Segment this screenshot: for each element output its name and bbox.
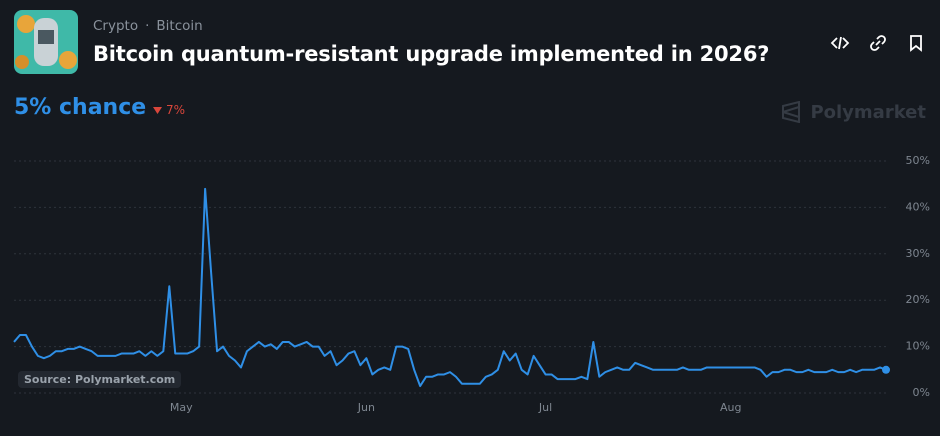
source-label: Source: Polymarket.com bbox=[18, 371, 182, 388]
toolbar bbox=[830, 33, 926, 53]
embed-button[interactable] bbox=[830, 33, 850, 53]
x-tick-label: May bbox=[170, 401, 193, 414]
brand: Polymarket bbox=[780, 101, 926, 123]
y-tick-label: 10% bbox=[906, 340, 930, 353]
change-value: 7% bbox=[166, 103, 186, 117]
category-link[interactable]: Bitcoin bbox=[138, 18, 203, 34]
y-tick-label: 50% bbox=[906, 154, 930, 167]
y-tick-label: 40% bbox=[906, 200, 930, 213]
link-button[interactable] bbox=[868, 33, 888, 53]
x-tick-label: Aug bbox=[720, 401, 741, 414]
breadcrumbs: CryptoBitcoin bbox=[93, 18, 203, 34]
brand-name: Polymarket bbox=[810, 101, 926, 123]
category-link[interactable]: Crypto bbox=[93, 18, 139, 34]
price-line bbox=[13, 187, 887, 388]
bookmark-button[interactable] bbox=[906, 33, 926, 53]
x-tick-label: Jul bbox=[538, 401, 552, 414]
y-tick-label: 30% bbox=[906, 247, 930, 260]
last-point bbox=[882, 365, 890, 374]
y-tick-label: 0% bbox=[913, 386, 930, 399]
market-title: Bitcoin quantum-resistant upgrade implem… bbox=[93, 42, 770, 66]
y-tick-label: 20% bbox=[906, 293, 930, 306]
market-icon bbox=[14, 10, 78, 74]
chart: 0% 10% 20% 30% 40% 50% May Jun Jul Aug bbox=[13, 154, 930, 414]
x-tick-label: Jun bbox=[357, 401, 375, 414]
change: 7% bbox=[153, 103, 185, 117]
brand-logo bbox=[782, 101, 801, 123]
down-arrow bbox=[153, 106, 162, 114]
chance: 5% chance bbox=[14, 95, 147, 120]
